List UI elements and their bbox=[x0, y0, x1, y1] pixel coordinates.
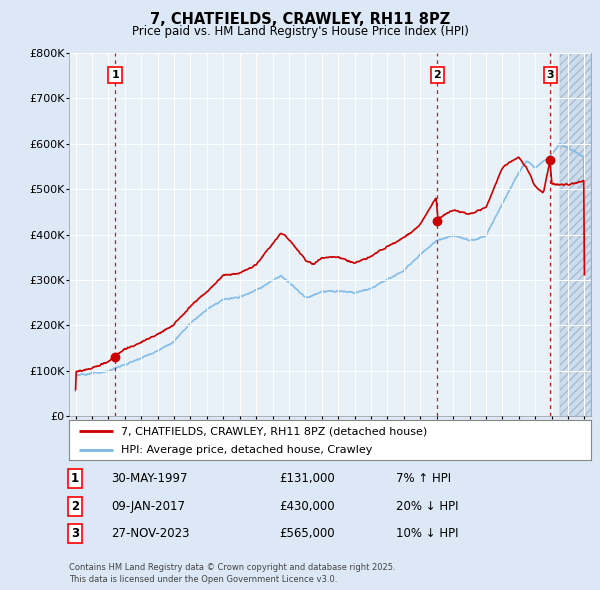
Text: 3: 3 bbox=[71, 527, 79, 540]
Text: This data is licensed under the Open Government Licence v3.0.: This data is licensed under the Open Gov… bbox=[69, 575, 337, 584]
Text: 2: 2 bbox=[433, 70, 441, 80]
Text: 20% ↓ HPI: 20% ↓ HPI bbox=[396, 500, 458, 513]
Text: 7, CHATFIELDS, CRAWLEY, RH11 8PZ (detached house): 7, CHATFIELDS, CRAWLEY, RH11 8PZ (detach… bbox=[121, 427, 427, 437]
Text: 30-MAY-1997: 30-MAY-1997 bbox=[111, 472, 187, 485]
Text: 27-NOV-2023: 27-NOV-2023 bbox=[111, 527, 190, 540]
Text: 7% ↑ HPI: 7% ↑ HPI bbox=[396, 472, 451, 485]
Text: £565,000: £565,000 bbox=[279, 527, 335, 540]
Text: 7, CHATFIELDS, CRAWLEY, RH11 8PZ: 7, CHATFIELDS, CRAWLEY, RH11 8PZ bbox=[150, 12, 450, 27]
Text: 2: 2 bbox=[71, 500, 79, 513]
Text: HPI: Average price, detached house, Crawley: HPI: Average price, detached house, Craw… bbox=[121, 445, 373, 455]
Text: 3: 3 bbox=[547, 70, 554, 80]
Text: 10% ↓ HPI: 10% ↓ HPI bbox=[396, 527, 458, 540]
Text: £430,000: £430,000 bbox=[279, 500, 335, 513]
Text: Price paid vs. HM Land Registry's House Price Index (HPI): Price paid vs. HM Land Registry's House … bbox=[131, 25, 469, 38]
Text: 1: 1 bbox=[71, 472, 79, 485]
Text: 09-JAN-2017: 09-JAN-2017 bbox=[111, 500, 185, 513]
Text: 1: 1 bbox=[111, 70, 119, 80]
Text: £131,000: £131,000 bbox=[279, 472, 335, 485]
Text: Contains HM Land Registry data © Crown copyright and database right 2025.: Contains HM Land Registry data © Crown c… bbox=[69, 563, 395, 572]
